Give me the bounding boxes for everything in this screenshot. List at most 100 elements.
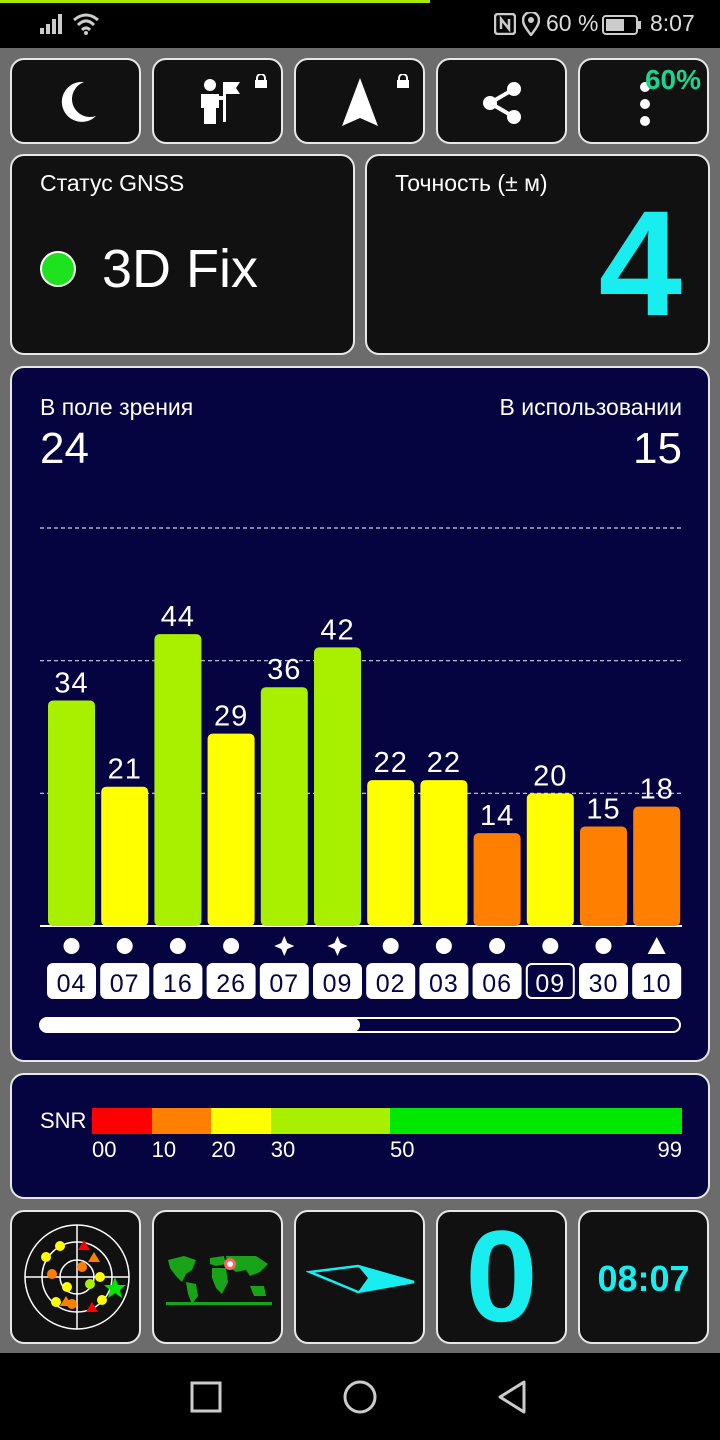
satellite-id-badge[interactable] bbox=[419, 963, 469, 999]
satellite-id-label: 07 bbox=[269, 970, 299, 998]
snr-bar[interactable] bbox=[367, 780, 415, 926]
satellite-id-badge[interactable] bbox=[472, 963, 522, 999]
constellation-marker bbox=[116, 938, 133, 954]
accuracy-tile[interactable]: Точность (± м) 4 bbox=[365, 154, 710, 355]
snr-value-label: 42 bbox=[320, 614, 354, 646]
snr-bar[interactable] bbox=[314, 647, 361, 926]
satellite-id-badge[interactable] bbox=[259, 963, 309, 999]
radar-icon bbox=[24, 1224, 130, 1330]
snr-color-segment bbox=[389, 1108, 682, 1134]
fix-status-indicator bbox=[40, 251, 76, 287]
battery-badge: 60% bbox=[644, 64, 701, 95]
snr-value-label: 15 bbox=[586, 794, 620, 826]
in-view-count: 24 bbox=[40, 424, 89, 473]
constellation-marker bbox=[169, 938, 186, 954]
snr-bar[interactable] bbox=[633, 806, 681, 926]
lock-icon bbox=[397, 74, 409, 88]
radar-tile[interactable] bbox=[10, 1210, 141, 1344]
constellation-marker bbox=[274, 936, 295, 956]
in-view-label: В поле зрения bbox=[40, 394, 194, 420]
snr-value-label: 44 bbox=[161, 601, 195, 633]
wifi-icon bbox=[73, 13, 99, 35]
snr-tick-label: 20 bbox=[211, 1137, 236, 1162]
menu-button[interactable]: 60% bbox=[578, 58, 709, 144]
snr-value-label: 36 bbox=[267, 654, 301, 686]
snr-bar[interactable] bbox=[154, 634, 202, 926]
fix-status-value: 3D Fix bbox=[102, 239, 259, 299]
snr-bar[interactable] bbox=[580, 826, 627, 927]
time-tile[interactable]: 08:07 bbox=[578, 1210, 709, 1344]
accuracy-label: Точность (± м) bbox=[395, 170, 548, 196]
satellite-id-label: 09 bbox=[535, 970, 565, 998]
person-flag-icon bbox=[201, 79, 240, 124]
snr-value-label: 22 bbox=[374, 747, 408, 779]
night-mode-button[interactable] bbox=[10, 58, 141, 144]
snr-bar[interactable] bbox=[420, 780, 468, 926]
nfc-icon bbox=[494, 13, 516, 35]
snr-tick-label: 00 bbox=[92, 1137, 117, 1162]
snr-bar[interactable] bbox=[207, 733, 255, 926]
snr-bar[interactable] bbox=[101, 786, 149, 926]
snr-value-label: 29 bbox=[214, 701, 248, 733]
snr-value-label: 20 bbox=[533, 760, 567, 792]
navigate-button[interactable] bbox=[294, 58, 425, 144]
satellite-id-label: 02 bbox=[376, 970, 406, 998]
world-map-tile[interactable] bbox=[152, 1210, 283, 1344]
satellite-id-badge[interactable] bbox=[313, 963, 362, 999]
constellation-marker bbox=[223, 938, 240, 954]
snr-color-segment bbox=[151, 1108, 212, 1134]
satellite-id-badge[interactable] bbox=[153, 963, 203, 999]
snr-value-label: 18 bbox=[640, 774, 674, 806]
snr-value-label: 21 bbox=[108, 754, 142, 786]
satellite-id-label: 26 bbox=[216, 970, 246, 998]
lock-icon bbox=[255, 74, 267, 88]
snr-color-segment bbox=[270, 1108, 390, 1134]
in-use-count: 15 bbox=[633, 424, 682, 473]
constellation-marker bbox=[489, 938, 506, 954]
satellite-id-label: 16 bbox=[163, 970, 193, 998]
speed-tile[interactable]: 0 bbox=[436, 1206, 567, 1346]
home-icon[interactable] bbox=[342, 1379, 378, 1415]
chart-scrollbar-thumb[interactable] bbox=[40, 1018, 360, 1032]
snr-label: SNR bbox=[40, 1108, 87, 1133]
satellite-chart-panel[interactable]: В поле зрения 24 В использовании 15 34 04… bbox=[10, 366, 710, 1062]
location-icon bbox=[522, 12, 540, 36]
navigation-arrow-icon bbox=[342, 78, 378, 126]
progress-line bbox=[0, 0, 430, 3]
snr-tick-label: 50 bbox=[389, 1137, 415, 1162]
satellite-id-badge[interactable] bbox=[366, 963, 416, 999]
snr-legend-panel: SNR 00 10 20 30 50 99 bbox=[10, 1073, 710, 1199]
time-value: 08:07 bbox=[597, 1258, 690, 1299]
snr-tick-label: 99 bbox=[657, 1137, 682, 1162]
snr-bar[interactable] bbox=[473, 833, 521, 926]
snr-color-segment bbox=[92, 1108, 152, 1134]
recent-apps-icon[interactable] bbox=[190, 1381, 222, 1413]
back-icon[interactable] bbox=[496, 1379, 528, 1415]
constellation-marker bbox=[327, 936, 348, 956]
snr-bar[interactable] bbox=[526, 793, 574, 926]
signal-icon bbox=[40, 14, 62, 34]
satellite-id-label: 30 bbox=[589, 970, 619, 998]
status-bar: 60 % 8:07 bbox=[0, 0, 720, 48]
satellite-id-badge[interactable] bbox=[206, 963, 256, 999]
snr-bar[interactable] bbox=[260, 687, 308, 926]
share-button[interactable] bbox=[436, 58, 567, 144]
snr-value-label: 22 bbox=[427, 747, 461, 779]
constellation-marker bbox=[435, 938, 452, 954]
user-poi-button[interactable] bbox=[152, 58, 283, 144]
satellite-id-badge[interactable] bbox=[47, 963, 96, 999]
constellation-marker bbox=[647, 937, 666, 954]
battery-icon bbox=[602, 15, 641, 35]
world-map-icon bbox=[166, 1256, 272, 1305]
satellite-id-badge[interactable] bbox=[579, 963, 628, 999]
snr-value-label: 34 bbox=[54, 667, 88, 699]
constellation-marker bbox=[595, 938, 612, 954]
satellite-id-badge[interactable] bbox=[100, 963, 150, 999]
satellite-id-badge[interactable] bbox=[632, 963, 682, 999]
compass-tile[interactable] bbox=[294, 1210, 425, 1344]
app-area: 60% Статус GNSS 3D Fix Точность (± м) 4 … bbox=[0, 48, 720, 1353]
snr-bar[interactable] bbox=[48, 700, 95, 926]
constellation-marker bbox=[382, 938, 399, 954]
satellite-id-badge[interactable] bbox=[525, 963, 575, 999]
gnss-status-tile[interactable]: Статус GNSS 3D Fix bbox=[10, 154, 355, 355]
